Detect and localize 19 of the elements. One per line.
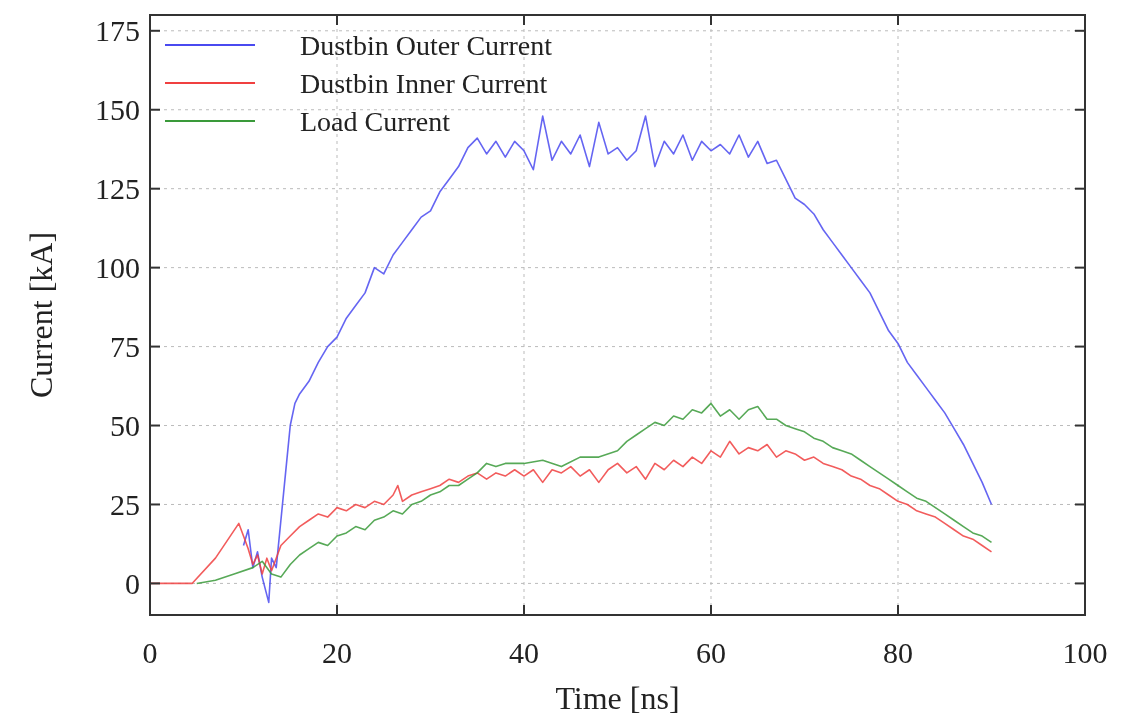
legend-label: Dustbin Outer Current (300, 29, 553, 61)
y-tick-label: 175 (95, 14, 140, 48)
y-tick-label: 125 (95, 172, 140, 206)
y-tick-label: 50 (110, 409, 140, 443)
x-tick-label: 20 (322, 636, 352, 669)
y-tick-label: 150 (95, 93, 140, 127)
y-tick-label: 100 (95, 251, 140, 285)
x-tick-label: 40 (509, 636, 539, 669)
y-tick-label: 25 (110, 487, 140, 521)
legend-label: Dustbin Inner Current (300, 67, 548, 99)
x-tick-label: 60 (696, 636, 726, 669)
line-series (195, 402, 993, 585)
y-tick-label: 0 (125, 566, 140, 600)
x-tick-label: 100 (1062, 636, 1108, 669)
y-tick-label: 75 (110, 330, 140, 364)
x-axis-title: Time [ns] (555, 680, 680, 716)
y-axis-title: Current [kA] (23, 231, 59, 399)
legend-label: Load Current (300, 105, 451, 137)
x-tick-label: 80 (883, 636, 913, 669)
